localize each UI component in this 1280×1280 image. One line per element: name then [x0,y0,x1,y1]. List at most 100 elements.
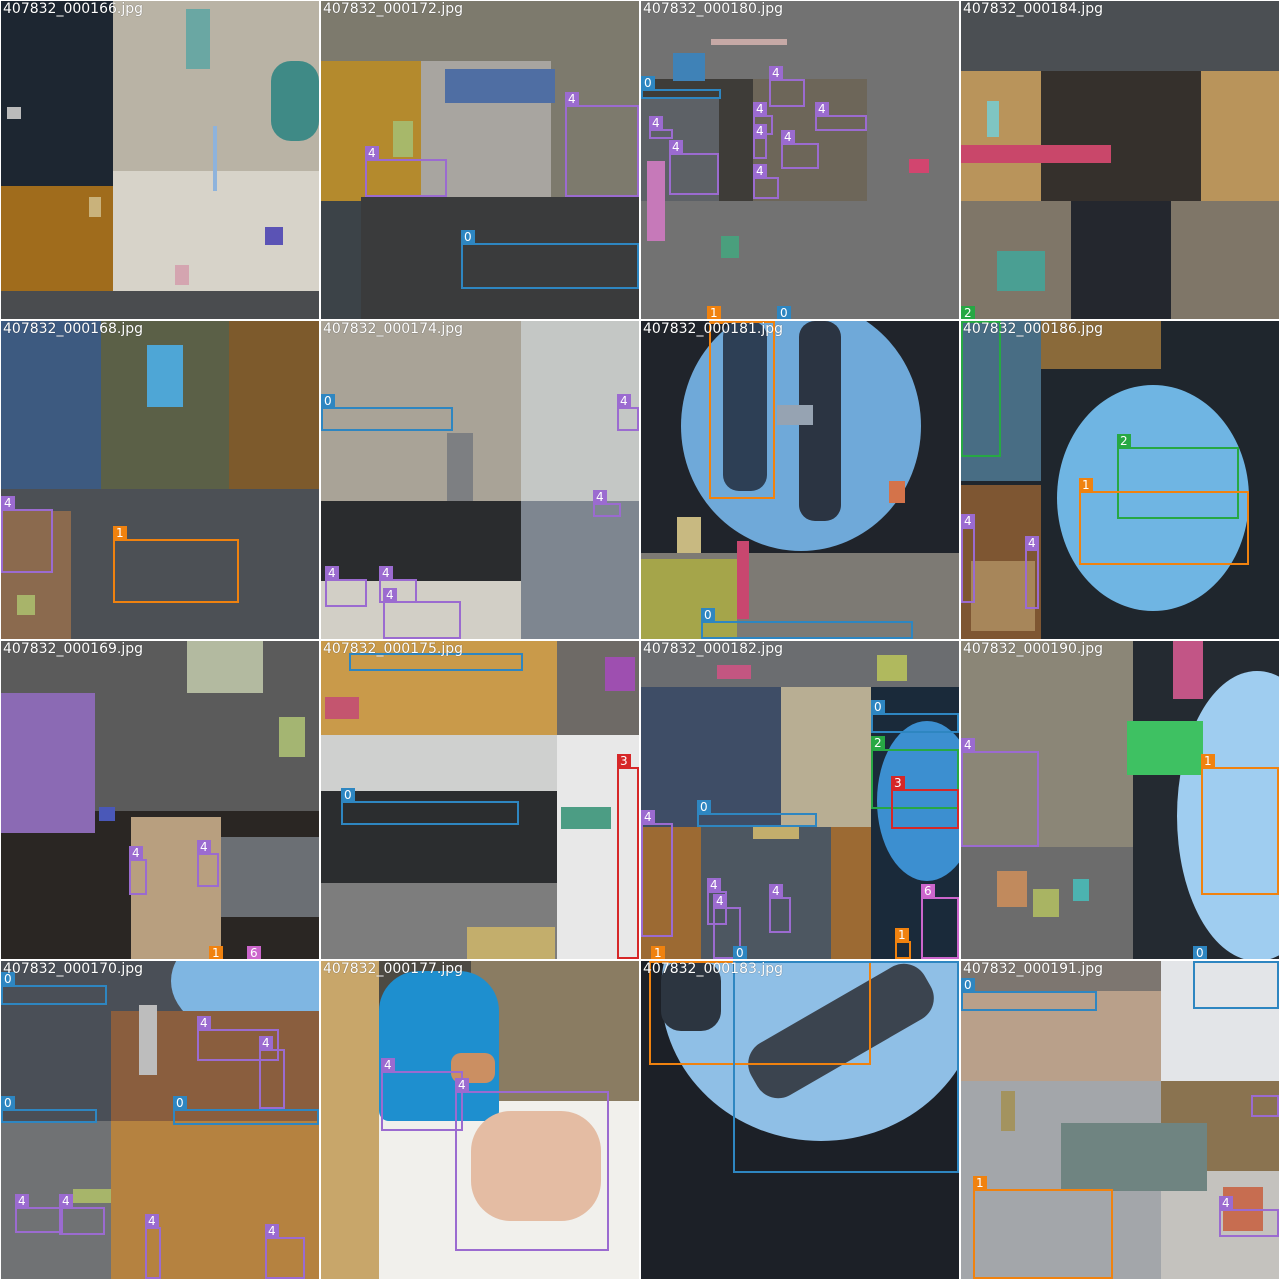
bounding-box: 0 [1,1096,97,1123]
class-label: 0 [733,946,747,959]
class-label: 4 [129,846,143,860]
bounding-box: 4 [769,884,791,933]
bounding-box: 0 [1,972,107,1005]
bounding-box: 4 [325,566,367,607]
class-label: 4 [815,102,829,116]
bounding-box: 4 [365,146,447,197]
class-label: 1 [1201,754,1215,768]
bounding-box: 0 [641,76,721,99]
class-label: 6 [921,884,935,898]
mosaic-tile: 407832_000166.jpg [1,1,319,319]
bounding-box: 6 [921,884,959,959]
tile-filename: 407832_000190.jpg [963,641,1103,657]
bounding-box [733,961,959,1173]
bounding-box: 4 [669,140,719,195]
bounding-box: 3 [617,754,639,959]
bounding-box: 4 [59,1194,105,1235]
tile-filename: 407832_000182.jpg [643,641,783,657]
class-label: 0 [697,800,711,814]
bounding-box: 0 [701,608,913,639]
bounding-box: 4 [197,840,219,887]
tile-filename: 407832_000181.jpg [643,321,783,337]
mosaic-tile: 407832_000191.jpg 0 1 4 4 [961,961,1279,1279]
class-label: 0 [1,1096,15,1110]
class-label: 1 [1079,478,1093,492]
mosaic-tile: 407832_000186.jpg 2 1 4 4 [961,321,1279,639]
mosaic-tile: 407832_000174.jpg 0 4 4 4 4 4 [321,321,639,639]
bounding-box: 4 [1,496,53,573]
class-label: 4 [641,810,655,824]
class-label: 1 [113,526,127,540]
class-label: 4 [145,1214,159,1228]
class-label: 1 [973,1176,987,1190]
class-label: 0 [777,306,791,319]
class-label: 0 [173,1096,187,1110]
class-label: 4 [197,1016,211,1030]
class-label: 2 [961,306,975,319]
bounding-box: 0 [173,1096,319,1125]
class-label: 4 [455,1078,469,1092]
tile-filename: 407832_000186.jpg [963,321,1103,337]
class-label: 4 [259,1036,273,1050]
bounding-box: 2 [871,736,959,809]
bounding-box: 4 [961,738,1039,847]
bounding-box [961,321,1001,457]
mosaic-tile: 407832_000177.jpg 4 4 [321,961,639,1279]
class-label: 4 [617,394,631,408]
tile-filename: 407832_000172.jpg [323,1,463,17]
tile-filename: 407832_000184.jpg [963,1,1103,17]
mosaic-tile: 407832_000169.jpg 4 4 1 6 [1,641,319,959]
mosaic-tile: 407832_000172.jpg 4 4 0 [321,1,639,319]
class-label: 1 [707,306,721,319]
bounding-box: 4 [1219,1196,1279,1237]
bounding-box [1251,1095,1279,1117]
class-label: 4 [383,588,397,602]
tile-filename: 407832_000180.jpg [643,1,783,17]
bounding-box [1193,961,1279,1009]
bounding-box: 2 [1117,434,1239,519]
bounding-box: 4 [265,1224,305,1279]
class-label: 4 [1219,1196,1233,1210]
mosaic-tile: 407832_000168.jpg 4 1 [1,321,319,639]
bounding-box: 4 [129,846,147,895]
bounding-box: 1 [973,1176,1113,1279]
class-label: 4 [1,496,15,510]
bounding-box: 4 [455,1078,609,1251]
class-label: 0 [961,978,975,992]
bounding-box: 0 [697,800,817,827]
tile-filename: 407832_000168.jpg [3,321,143,337]
class-label: 0 [1,972,15,986]
class-label: 2 [1117,434,1131,448]
bounding-box: 1 [113,526,239,603]
bounding-box: 0 [321,394,453,431]
class-label: 4 [753,102,767,116]
class-label: 4 [707,878,721,892]
class-label: 4 [197,840,211,854]
class-label: 4 [381,1058,395,1072]
class-label: 4 [669,140,683,154]
class-label: 4 [961,514,975,528]
mosaic-tile: 407832_000190.jpg 4 1 0 [961,641,1279,959]
bounding-box: 4 [145,1214,161,1279]
tile-filename: 407832_000191.jpg [963,961,1103,977]
class-label: 4 [1025,536,1039,550]
class-label: 0 [701,608,715,622]
tile-filename: 407832_000166.jpg [3,1,143,17]
bounding-box: 4 [641,810,673,937]
mosaic-tile: 407832_000170.jpg 0 4 4 0 0 4 4 4 4 [1,961,319,1279]
bounding-box: 1 [1079,478,1249,565]
bounding-box: 4 [769,66,805,107]
bounding-box: 4 [197,1016,279,1061]
class-label: 4 [59,1194,73,1208]
class-label: 4 [769,66,783,80]
class-label: 0 [461,230,475,244]
bounding-box: 4 [593,490,621,517]
bounding-box: 4 [753,164,779,199]
bounding-box: 4 [565,92,639,197]
class-label: 6 [247,946,261,959]
tile-filename: 407832_000177.jpg [323,961,463,977]
class-label: 4 [753,124,767,138]
bounding-box: 4 [713,894,741,959]
class-label: 1 [709,321,723,324]
class-label: 4 [713,894,727,908]
